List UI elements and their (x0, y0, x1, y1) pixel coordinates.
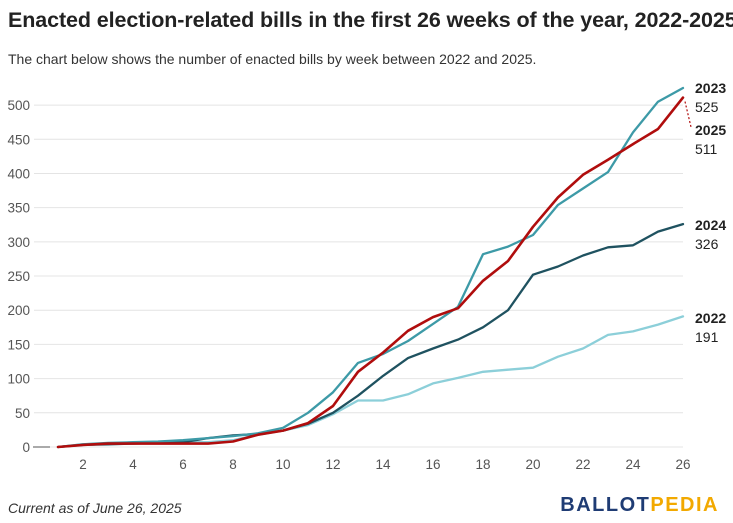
series-name-label: 2023 (695, 80, 726, 96)
logo-part1: BALLOT (560, 494, 651, 516)
x-tick-label: 20 (525, 457, 540, 472)
y-tick-label: 0 (22, 440, 30, 455)
x-tick-label: 6 (179, 457, 187, 472)
y-tick-label: 400 (7, 166, 30, 181)
series-value-label: 511 (695, 141, 718, 157)
x-tick-label: 8 (229, 457, 237, 472)
label-connector-2025 (684, 101, 692, 128)
series-name-label: 2024 (695, 217, 726, 233)
footnote: Current as of June 26, 2025 (8, 500, 182, 516)
x-tick-label: 10 (275, 457, 290, 472)
y-tick-label: 200 (7, 303, 30, 318)
y-tick-label: 250 (7, 269, 30, 284)
x-tick-label: 26 (675, 457, 690, 472)
y-tick-label: 100 (7, 372, 30, 387)
ballotpedia-logo: BALLOTPEDIA (560, 494, 719, 517)
series-line-2022 (56, 315, 685, 449)
y-tick-label: 150 (7, 337, 30, 352)
series-line-2025 (56, 96, 685, 449)
x-tick-label: 4 (129, 457, 137, 472)
x-tick-label: 12 (325, 457, 340, 472)
series-line-2023 (56, 86, 685, 449)
y-tick-label: 500 (7, 98, 30, 113)
series-value-label: 191 (695, 329, 719, 345)
x-tick-label: 2 (79, 457, 87, 472)
logo-part2: PEDIA (650, 494, 719, 516)
series-line-2024 (56, 222, 685, 449)
series-value-label: 326 (695, 236, 719, 252)
y-tick-label: 300 (7, 235, 30, 250)
x-tick-label: 14 (375, 457, 391, 472)
y-tick-label: 450 (7, 132, 30, 147)
x-tick-label: 18 (475, 457, 490, 472)
x-tick-label: 22 (575, 457, 590, 472)
x-tick-label: 16 (425, 457, 440, 472)
series-value-label: 525 (695, 99, 719, 115)
y-tick-label: 50 (15, 406, 30, 421)
chart-title: Enacted election-related bills in the fi… (8, 8, 733, 32)
series-name-label: 2025 (695, 122, 726, 138)
x-tick-label: 24 (625, 457, 641, 472)
series-name-label: 2022 (695, 310, 726, 326)
chart-subtitle: The chart below shows the number of enac… (8, 51, 537, 67)
y-tick-label: 350 (7, 201, 30, 216)
